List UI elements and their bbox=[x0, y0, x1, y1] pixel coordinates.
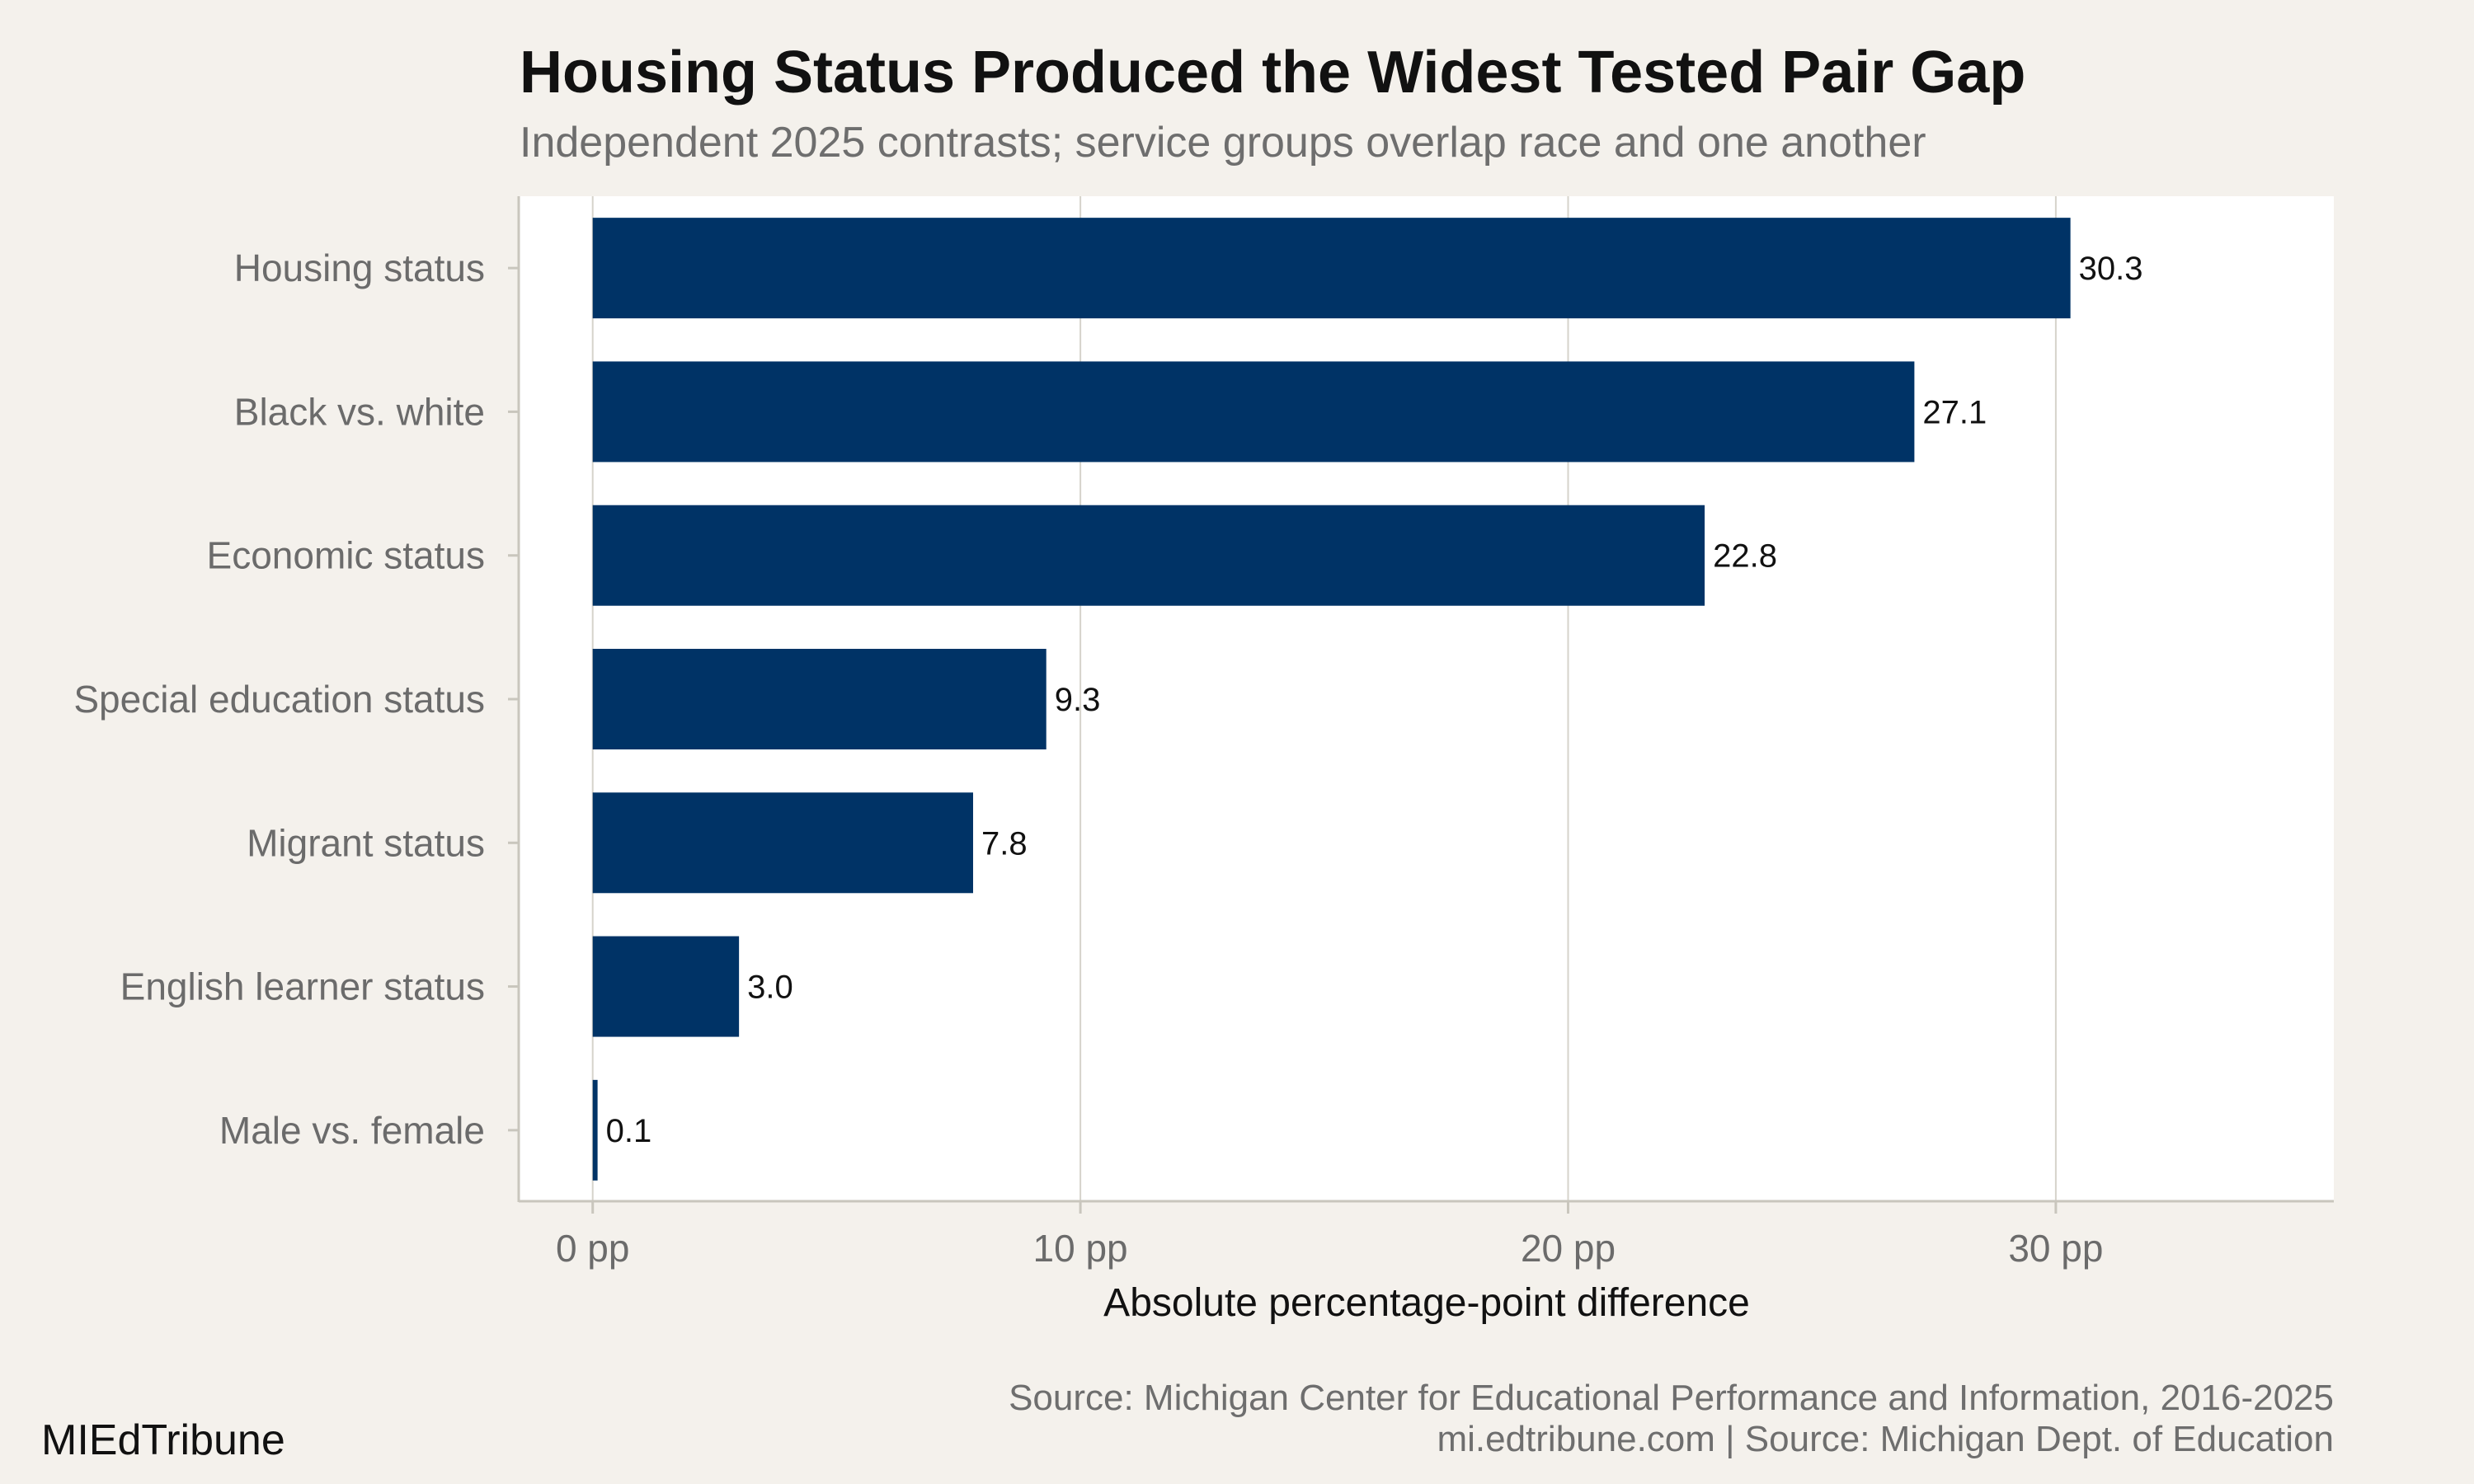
category-label: Migrant status bbox=[247, 821, 485, 864]
chart-title: Housing Status Produced the Widest Teste… bbox=[520, 40, 2025, 106]
x-tick-label: 20 pp bbox=[1521, 1227, 1616, 1270]
category-label: Male vs. female bbox=[219, 1109, 485, 1152]
brand-logo: MIEdTribune bbox=[41, 1416, 285, 1464]
category-label: Housing status bbox=[234, 247, 485, 289]
category-label: Special education status bbox=[73, 678, 485, 721]
bar bbox=[592, 792, 973, 894]
bar bbox=[592, 649, 1047, 749]
category-label: English learner status bbox=[120, 965, 485, 1008]
x-tick-label: 10 pp bbox=[1033, 1227, 1128, 1270]
bar-value-label: 9.3 bbox=[1055, 682, 1101, 718]
x-axis-label: Absolute percentage-point difference bbox=[1103, 1281, 1750, 1325]
x-tick-labels: 0 pp 10 pp 20 pp 30 pp bbox=[556, 1202, 2103, 1270]
bar-value-label: 7.8 bbox=[981, 825, 1028, 862]
bar-value-label: 3.0 bbox=[747, 970, 793, 1006]
x-tick-label: 0 pp bbox=[556, 1227, 630, 1270]
category-label: Black vs. white bbox=[234, 390, 485, 433]
bar-value-label: 30.3 bbox=[2079, 251, 2143, 287]
bar bbox=[592, 361, 1915, 463]
bar-value-label: 0.1 bbox=[606, 1113, 652, 1149]
bar-value-label: 27.1 bbox=[1922, 394, 1987, 430]
bars bbox=[592, 218, 2071, 1181]
bar bbox=[592, 218, 2071, 319]
data-labels: 30.3 27.1 22.8 9.3 7.8 3.0 0.1 bbox=[606, 251, 2143, 1149]
bar bbox=[592, 505, 1705, 606]
chart-subtitle: Independent 2025 contrasts; service grou… bbox=[520, 119, 1926, 167]
bar-value-label: 22.8 bbox=[1713, 538, 1777, 575]
credit-line: mi.edtribune.com | Source: Michigan Dept… bbox=[1437, 1419, 2334, 1459]
category-label: Economic status bbox=[207, 534, 485, 577]
category-labels: Housing status Black vs. white Economic st… bbox=[73, 247, 520, 1152]
bar bbox=[592, 936, 740, 1037]
x-tick-label: 30 pp bbox=[2008, 1227, 2103, 1270]
bar bbox=[592, 1079, 598, 1181]
source-line: Source: Michigan Center for Educational … bbox=[1009, 1378, 2334, 1418]
